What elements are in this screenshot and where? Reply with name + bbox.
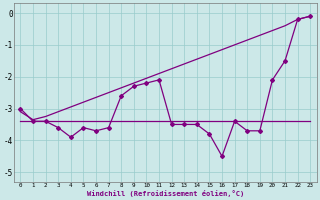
X-axis label: Windchill (Refroidissement éolien,°C): Windchill (Refroidissement éolien,°C)	[87, 190, 244, 197]
